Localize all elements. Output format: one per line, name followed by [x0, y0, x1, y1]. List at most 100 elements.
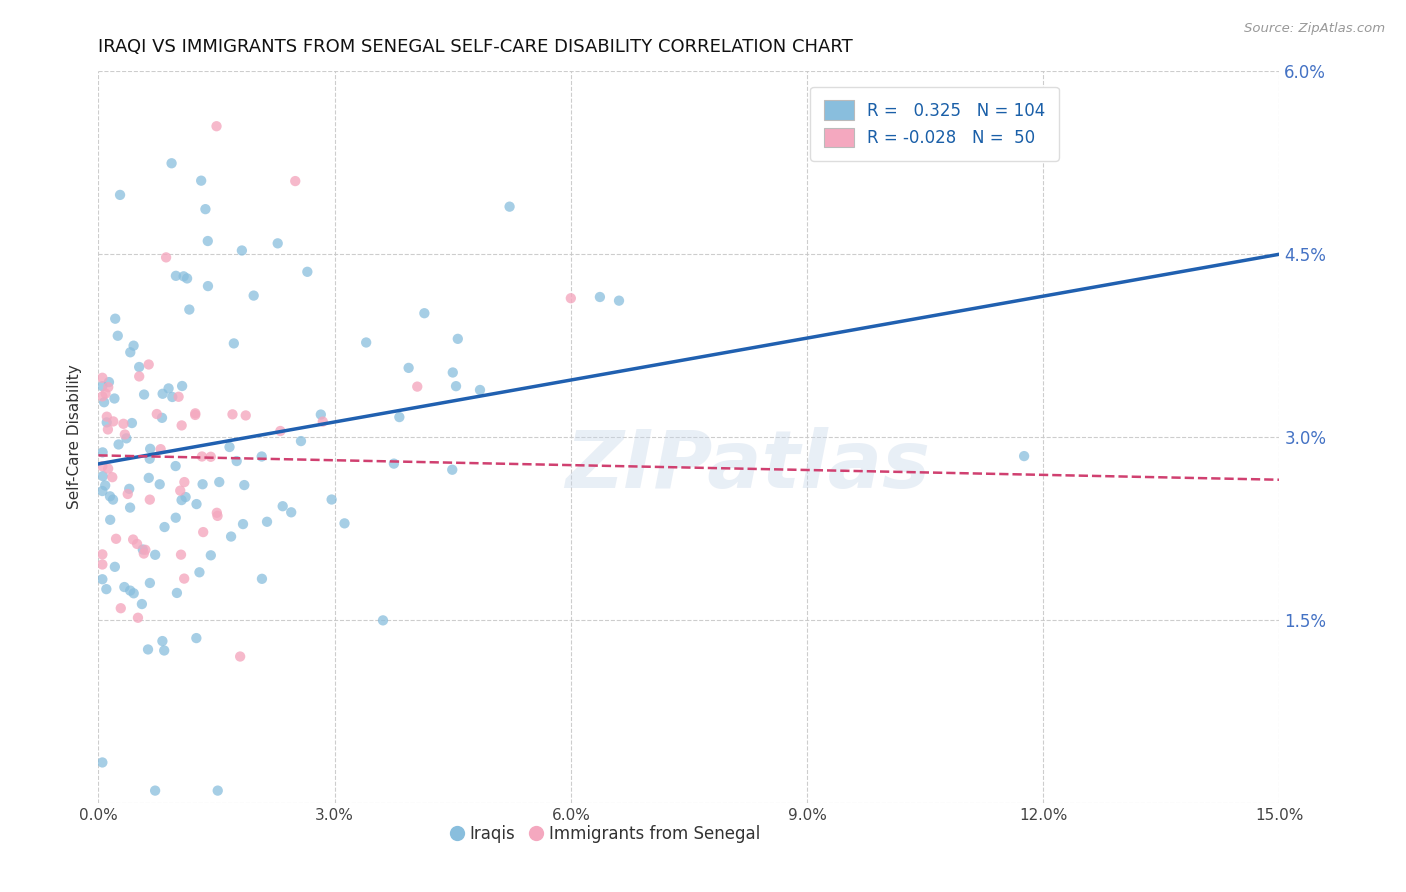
Point	[207, 508, 229, 523]
Point	[165, 268, 187, 283]
Point	[122, 339, 145, 353]
Point	[169, 483, 191, 498]
Point	[190, 174, 212, 188]
Point	[197, 279, 219, 293]
Point	[149, 477, 172, 491]
Point	[229, 649, 252, 664]
Text: IRAQI VS IMMIGRANTS FROM SENEGAL SELF-CARE DISABILITY CORRELATION CHART: IRAQI VS IMMIGRANTS FROM SENEGAL SELF-CA…	[98, 38, 853, 56]
Point	[138, 451, 160, 466]
Point	[127, 611, 149, 625]
Point	[354, 335, 377, 350]
Point	[333, 516, 356, 531]
Point	[498, 200, 520, 214]
Point	[91, 371, 114, 385]
Point	[91, 572, 114, 586]
Point	[149, 442, 172, 457]
Point	[290, 434, 312, 448]
Point	[218, 440, 240, 454]
Point	[267, 236, 290, 251]
Point	[207, 783, 229, 797]
Point	[406, 379, 429, 393]
Point	[170, 493, 193, 508]
Point	[131, 597, 153, 611]
Point	[607, 293, 630, 308]
Point	[205, 506, 228, 520]
Point	[193, 525, 215, 540]
Point	[107, 437, 129, 451]
Point	[103, 414, 125, 428]
Point	[235, 409, 257, 423]
Point	[97, 461, 120, 475]
Point	[166, 586, 188, 600]
Point	[93, 395, 115, 409]
Point	[165, 458, 187, 473]
Point	[108, 187, 131, 202]
Point	[139, 576, 162, 591]
Point	[96, 416, 118, 430]
Text: ZIPatlas: ZIPatlas	[565, 427, 931, 506]
Point	[138, 471, 160, 485]
Point	[153, 520, 176, 534]
Point	[269, 424, 291, 438]
Point	[225, 454, 247, 468]
Point	[444, 379, 467, 393]
Point	[233, 478, 256, 492]
Point	[167, 390, 190, 404]
Point	[118, 482, 141, 496]
Point	[91, 548, 114, 562]
Point	[138, 358, 160, 372]
Point	[104, 311, 127, 326]
Point	[110, 601, 132, 615]
Point	[250, 572, 273, 586]
Point	[312, 415, 335, 429]
Point	[188, 566, 211, 580]
Point	[114, 427, 136, 442]
Point	[194, 202, 217, 216]
Point	[121, 416, 143, 430]
Point	[200, 549, 222, 563]
Point	[271, 500, 294, 514]
Point	[179, 302, 201, 317]
Point	[139, 492, 162, 507]
Point	[112, 580, 135, 594]
Point	[447, 332, 470, 346]
Point	[122, 586, 145, 600]
Point	[120, 583, 142, 598]
Point	[112, 417, 135, 431]
Point	[382, 457, 405, 471]
Point	[97, 422, 120, 436]
Point	[94, 478, 117, 492]
Point	[172, 379, 194, 393]
Point	[132, 547, 155, 561]
Point	[186, 631, 208, 645]
Point	[103, 392, 125, 406]
Point	[413, 306, 436, 320]
Point	[242, 288, 264, 302]
Point	[173, 269, 195, 284]
Point	[152, 634, 174, 648]
Point	[173, 475, 195, 489]
Point	[186, 497, 208, 511]
Point	[120, 500, 142, 515]
Point	[371, 613, 394, 627]
Point	[398, 360, 420, 375]
Point	[231, 244, 253, 258]
Point	[256, 515, 278, 529]
Point	[104, 559, 127, 574]
Point	[122, 533, 145, 547]
Point	[98, 375, 121, 389]
Point	[107, 328, 129, 343]
Point	[120, 345, 142, 359]
Point	[143, 783, 166, 797]
Point	[205, 120, 228, 134]
Point	[219, 530, 242, 544]
Point	[250, 450, 273, 464]
Point	[468, 383, 491, 397]
Point	[174, 490, 197, 504]
Point	[96, 582, 118, 596]
Point	[284, 174, 307, 188]
Point	[91, 558, 114, 572]
Point	[128, 369, 150, 384]
Point	[170, 418, 193, 433]
Point	[388, 410, 411, 425]
